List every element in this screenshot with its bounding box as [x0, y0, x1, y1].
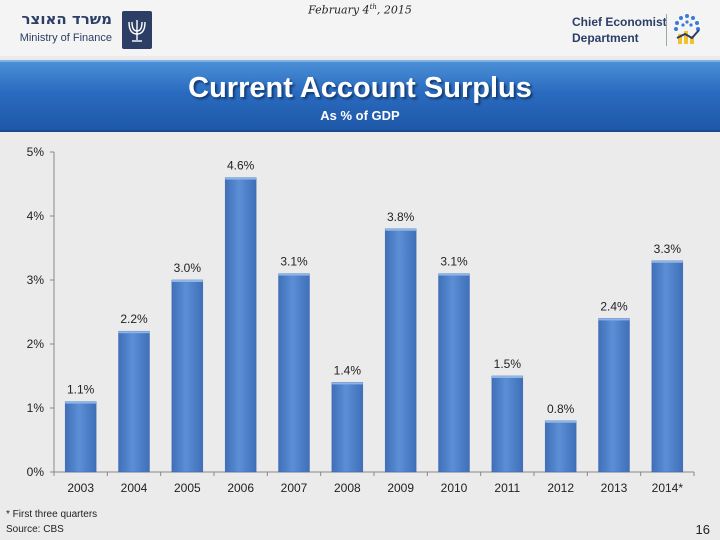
- department-line-1: Chief Economist: [572, 15, 667, 29]
- x-tick-label: 2014*: [652, 481, 684, 495]
- data-label: 4.6%: [227, 159, 255, 173]
- y-tick-label: 4%: [27, 209, 45, 223]
- ministry-english-name: Ministry of Finance: [19, 32, 112, 44]
- x-tick-label: 2013: [601, 481, 628, 495]
- x-tick-label: 2009: [387, 481, 414, 495]
- data-label: 3.8%: [387, 210, 415, 224]
- bar-top-highlight: [438, 273, 470, 276]
- data-label: 3.3%: [654, 242, 682, 256]
- bar-top-highlight: [171, 280, 203, 282]
- bar-top-highlight: [545, 420, 577, 423]
- bar-2003: [64, 401, 97, 473]
- data-label: 3.0%: [174, 261, 202, 275]
- data-label: 2.2%: [120, 312, 148, 326]
- date-text: February 4th, 2015: [308, 3, 412, 17]
- data-label: 1.5%: [494, 357, 522, 371]
- data-label: 3.1%: [440, 255, 468, 269]
- bar-2006: [224, 177, 257, 473]
- chart-title: Current Account Surplus: [188, 72, 532, 104]
- bar-chart: 0% 1% 2% 3% 4% 5% 2003 1.1% 2004 2.2% 2005 3.0% 200…: [27, 145, 695, 495]
- bar-2012: [544, 420, 577, 473]
- bar-2014*: [651, 260, 684, 473]
- x-tick-label: 2006: [227, 481, 254, 495]
- bar-2004: [118, 330, 150, 473]
- bar-2005: [171, 279, 204, 473]
- y-tick-label: 0%: [27, 465, 45, 479]
- header-divider: [666, 14, 667, 46]
- bar-top-highlight: [331, 382, 363, 385]
- x-tick-label: 2008: [334, 481, 361, 495]
- y-tick-label: 1%: [27, 401, 45, 415]
- x-tick-label: 2003: [67, 481, 94, 495]
- bar-2008: [331, 382, 364, 473]
- bar-2010: [438, 273, 470, 473]
- chief-economist-logo-icon: [674, 14, 700, 44]
- bar-2013: [598, 318, 630, 473]
- chief-economist-label: Chief Economist Department: [568, 14, 708, 48]
- x-tick-label: 2010: [441, 481, 468, 495]
- menorah-emblem-icon: [122, 11, 152, 49]
- y-tick-label: 2%: [27, 337, 45, 351]
- y-tick-label: 3%: [27, 273, 45, 287]
- bar-top-highlight: [278, 273, 310, 276]
- ministry-hebrew-name: משרד האוצר: [21, 10, 113, 28]
- bar-top-highlight: [225, 177, 257, 180]
- footnote: * First three quarters: [6, 509, 98, 520]
- chart-subtitle: As % of GDP: [320, 108, 400, 123]
- department-line-2: Department: [572, 31, 639, 45]
- source-note: Source: CBS: [6, 524, 64, 535]
- x-tick-label: 2012: [547, 481, 574, 495]
- bar-2007: [278, 273, 310, 473]
- data-label: 2.4%: [600, 299, 628, 313]
- bar-top-highlight: [65, 401, 97, 404]
- title-banner: Current Account Surplus As % of GDP: [0, 60, 720, 132]
- page-number: 16: [695, 522, 710, 537]
- bar-top-highlight: [385, 228, 417, 231]
- x-tick-label: 2011: [494, 481, 520, 495]
- bar-top-highlight: [598, 318, 630, 321]
- ministry-logo: משרד האוצר Ministry of Finance: [12, 10, 152, 50]
- x-tick-label: 2005: [174, 481, 201, 495]
- data-label: 3.1%: [280, 255, 308, 269]
- data-label: 1.4%: [334, 363, 362, 377]
- bar-top-highlight: [651, 260, 683, 263]
- bar-top-highlight: [118, 331, 150, 334]
- data-label: 0.8%: [547, 402, 575, 416]
- x-tick-label: 2007: [281, 481, 308, 495]
- bar-2011: [491, 375, 524, 473]
- header-bar: February 4th, 2015 משרד האוצר Ministry o…: [0, 0, 720, 56]
- x-tick-label: 2004: [121, 481, 148, 495]
- data-label: 1.1%: [67, 383, 95, 397]
- bar-2009: [384, 228, 417, 473]
- bar-top-highlight: [491, 376, 523, 378]
- y-tick-label: 5%: [27, 145, 45, 159]
